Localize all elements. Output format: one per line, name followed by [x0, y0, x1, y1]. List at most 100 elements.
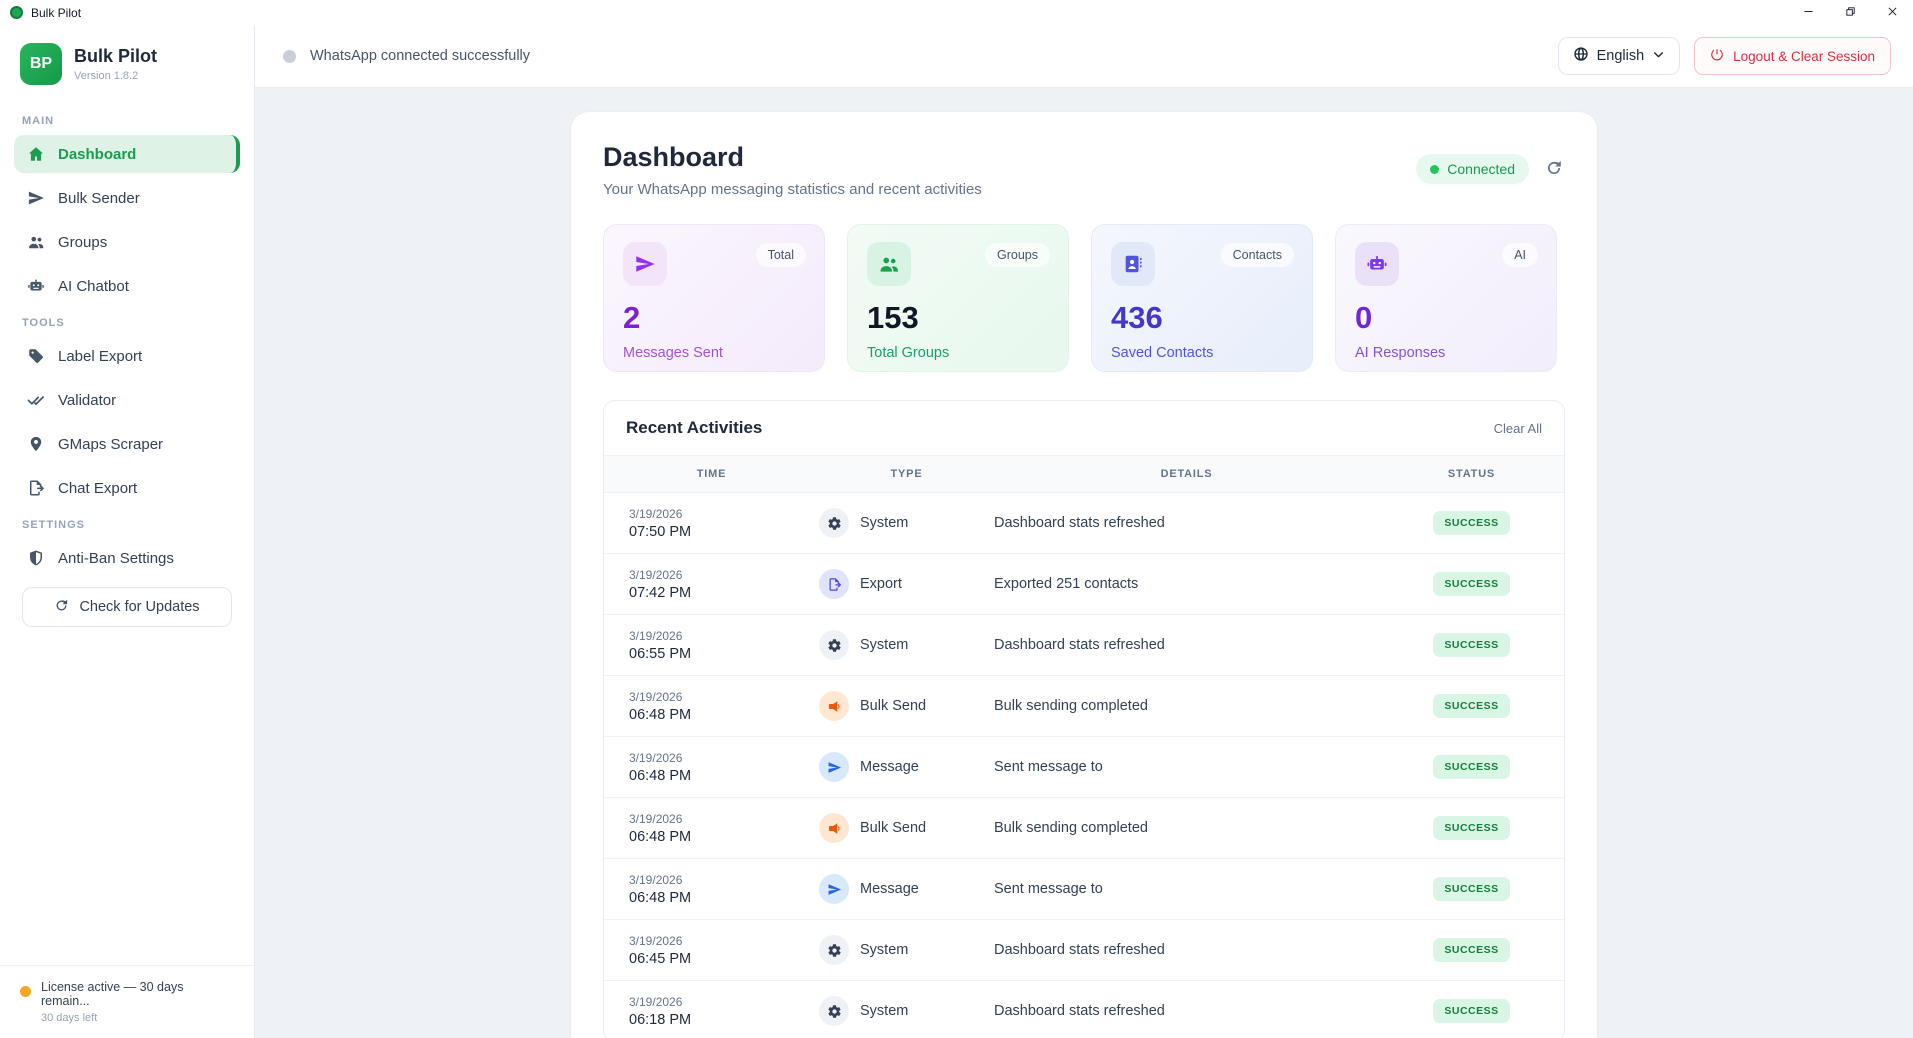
activity-type: Message: [819, 874, 994, 904]
gear-icon: [819, 935, 849, 965]
activity-type: Export: [819, 569, 994, 599]
activity-type-label: System: [860, 942, 909, 958]
sidebar-item-dashboard[interactable]: Dashboard: [14, 135, 240, 173]
stat-card-ai-responses: AI 0 AI Responses: [1335, 224, 1557, 372]
sidebar-item-label: Groups: [58, 233, 108, 251]
window-title: Bulk Pilot: [31, 5, 82, 20]
activity-time: 3/19/2026 06:48 PM: [604, 812, 819, 845]
sidebar-item-label: Bulk Sender: [58, 189, 140, 207]
activity-type: System: [819, 630, 994, 660]
gear-icon: [819, 630, 849, 660]
refresh-button[interactable]: [1545, 159, 1565, 179]
license-title: License active — 30 days remain...: [41, 980, 184, 1008]
clear-all-button[interactable]: Clear All: [1493, 420, 1542, 436]
activity-type-label: System: [860, 515, 909, 531]
activity-date: 3/19/2026: [629, 750, 683, 765]
activity-type: System: [819, 508, 994, 538]
power-icon: [1710, 48, 1724, 65]
sidebar-item-validator[interactable]: Validator: [14, 381, 240, 419]
column-header-time: TIME: [696, 468, 727, 480]
language-selector[interactable]: English: [1557, 37, 1681, 75]
sidebar-item-groups[interactable]: Groups: [14, 223, 240, 261]
activity-type-label: Bulk Send: [860, 698, 927, 714]
activity-date: 3/19/2026: [629, 567, 683, 582]
robot-icon: [27, 277, 45, 295]
activity-details: Sent message to: [994, 759, 1103, 775]
activity-details: Bulk sending completed: [994, 820, 1148, 836]
nav-section-label: TOOLS: [22, 317, 65, 329]
globe-icon: [1573, 46, 1589, 66]
stat-badge: Total: [755, 243, 806, 267]
refresh-icon: [1545, 160, 1563, 181]
activity-details: Bulk sending completed: [994, 698, 1148, 714]
activities-table-body: 3/19/2026 07:50 PM System Dashboard stats r…: [604, 492, 1564, 1038]
app-version: Version 1.8.2: [74, 70, 139, 82]
stat-label: AI Responses: [1355, 345, 1446, 361]
paper-plane-icon: [819, 752, 849, 782]
activity-details: Dashboard stats refreshed: [994, 1003, 1165, 1019]
activity-row: 3/19/2026 06:45 PM System Dashboard stats r…: [604, 919, 1564, 980]
topbar: WhatsApp connected successfully English …: [255, 25, 1913, 88]
activity-row: 3/19/2026 06:48 PM Bulk Send Bulk sending c…: [604, 675, 1564, 736]
page-title: Dashboard: [603, 142, 745, 172]
stat-card-messages-sent: Total 2 Messages Sent: [603, 224, 825, 372]
activity-time: 3/19/2026 06:45 PM: [604, 934, 819, 967]
activity-type-label: Message: [860, 881, 919, 897]
sidebar-item-label: Validator: [58, 391, 117, 409]
brand: BP Bulk Pilot Version 1.8.2: [0, 25, 254, 99]
paper-plane-icon: [819, 874, 849, 904]
window-titlebar: Bulk Pilot: [0, 0, 1913, 25]
sidebar-item-label-export[interactable]: Label Export: [14, 337, 240, 375]
activity-details: Dashboard stats refreshed: [994, 637, 1165, 653]
double-check-icon: [27, 391, 45, 409]
map-pin-icon: [27, 435, 45, 453]
stat-badge: Groups: [985, 243, 1050, 267]
minimize-icon: [1803, 4, 1814, 22]
status-badge: SUCCESS: [1433, 816, 1510, 840]
activity-date: 3/19/2026: [629, 811, 683, 826]
activity-row: 3/19/2026 06:48 PM Message Sent message to S…: [604, 736, 1564, 797]
sidebar-item-anti-ban-settings[interactable]: Anti-Ban Settings: [14, 539, 240, 577]
doc-export-icon: [27, 479, 45, 497]
shield-icon: [27, 549, 45, 567]
activities-title: Recent Activities: [626, 418, 763, 437]
stat-value: 436: [1111, 300, 1163, 335]
activity-clock: 06:48 PM: [629, 889, 692, 906]
sidebar-item-ai-chatbot[interactable]: AI Chatbot: [14, 267, 240, 305]
license-status-dot: [20, 986, 31, 997]
close-button[interactable]: [1871, 0, 1913, 25]
close-icon: [1887, 4, 1898, 22]
tag-icon: [27, 347, 45, 365]
activity-date: 3/19/2026: [629, 628, 683, 643]
restore-button[interactable]: [1829, 0, 1871, 25]
activity-time: 3/19/2026 06:18 PM: [604, 995, 819, 1028]
activity-clock: 06:45 PM: [629, 950, 692, 967]
activity-type: Bulk Send: [819, 813, 994, 843]
logout-button[interactable]: Logout & Clear Session: [1694, 37, 1891, 75]
recent-activities-card: Recent Activities Clear All TIME TYPE DETA…: [603, 400, 1565, 1038]
check-updates-button[interactable]: Check for Updates: [22, 587, 232, 627]
activity-clock: 06:48 PM: [629, 706, 692, 723]
minimize-button[interactable]: [1787, 0, 1829, 25]
stat-label: Saved Contacts: [1111, 345, 1214, 361]
sidebar-item-gmaps-scraper[interactable]: GMaps Scraper: [14, 425, 240, 463]
nav-section-label: MAIN: [22, 115, 55, 127]
activity-type: Bulk Send: [819, 691, 994, 721]
activity-clock: 06:48 PM: [629, 767, 692, 784]
activity-date: 3/19/2026: [629, 994, 683, 1009]
activity-row: 3/19/2026 07:50 PM System Dashboard stats r…: [604, 492, 1564, 553]
sidebar-item-bulk-sender[interactable]: Bulk Sender: [14, 179, 240, 217]
contact-card-icon: [1111, 242, 1155, 286]
activity-type-label: Bulk Send: [860, 820, 927, 836]
stat-label: Total Groups: [867, 345, 950, 361]
activity-clock: 07:42 PM: [629, 584, 692, 601]
logout-label: Logout & Clear Session: [1733, 48, 1875, 64]
connection-status-dot: [283, 49, 296, 63]
status-badge: SUCCESS: [1433, 633, 1510, 657]
sidebar-item-chat-export[interactable]: Chat Export: [14, 469, 240, 507]
activity-type: System: [819, 935, 994, 965]
activity-type-label: System: [860, 1003, 909, 1019]
connected-label: Connected: [1447, 161, 1515, 177]
stat-value: 0: [1355, 300, 1373, 335]
sidebar-item-label: Dashboard: [58, 145, 137, 163]
